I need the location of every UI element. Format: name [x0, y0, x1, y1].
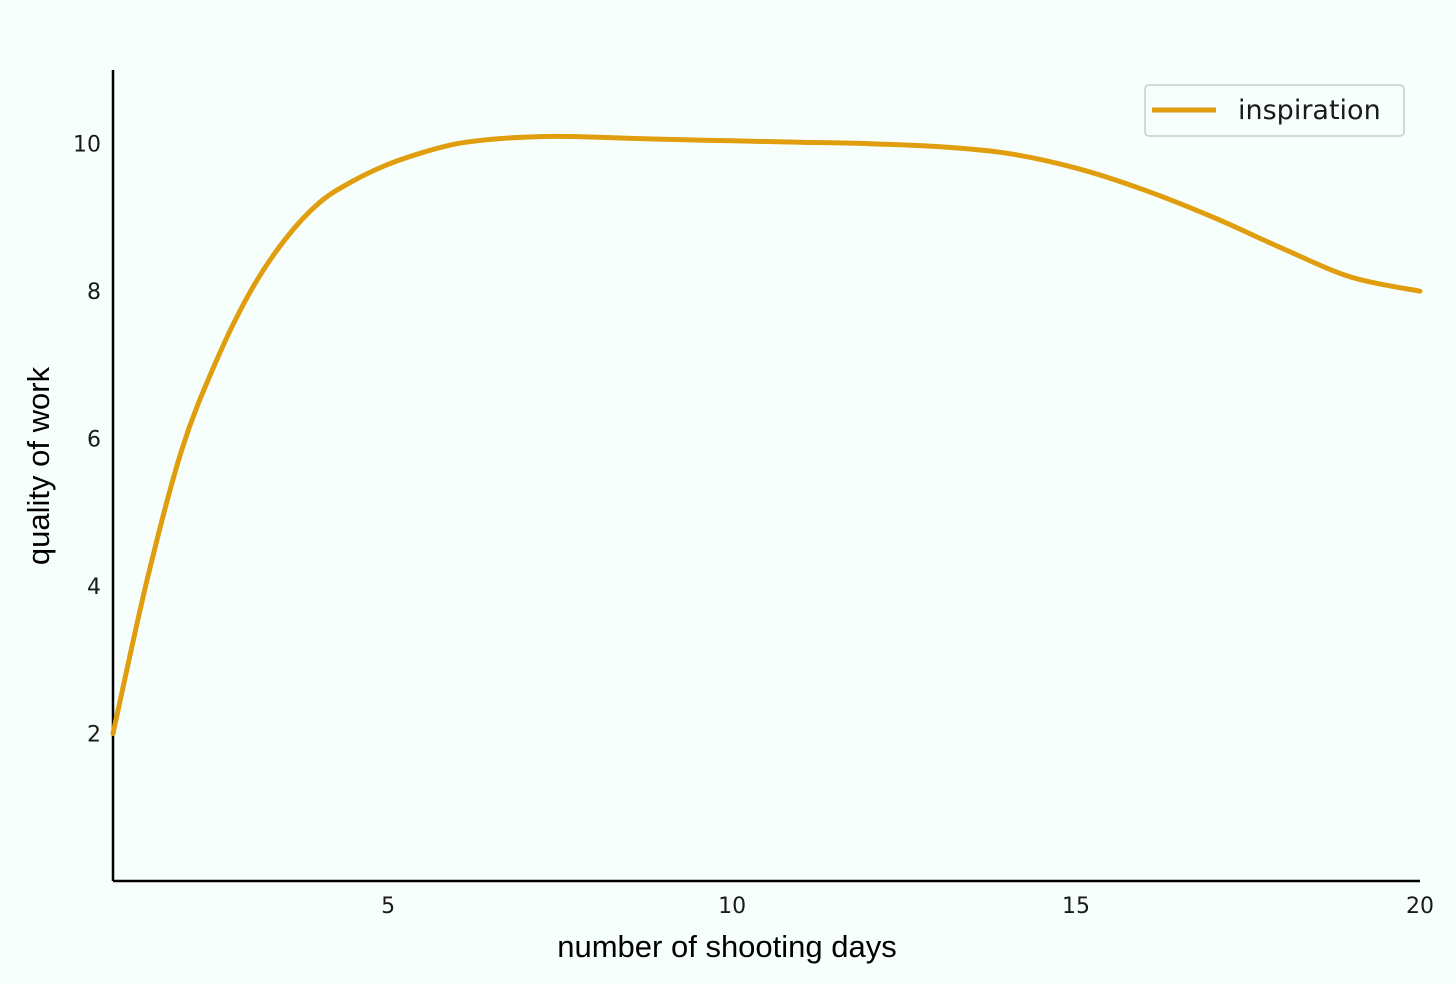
y-tick-label: 8	[87, 280, 101, 305]
y-tick-label: 4	[87, 575, 101, 600]
x-tick-label: 10	[718, 894, 746, 919]
x-tick-label: 5	[381, 894, 395, 919]
y-tick-label: 6	[87, 428, 101, 453]
y-axis-label: quality of work	[21, 366, 56, 565]
legend-label-inspiration: inspiration	[1238, 95, 1381, 126]
y-axis-ticks: 2 4 6 8 10	[73, 133, 101, 748]
y-tick-label: 10	[73, 133, 101, 158]
x-tick-label: 20	[1406, 894, 1434, 919]
legend-box	[1144, 84, 1405, 137]
x-axis-ticks: 5 10 15 20	[381, 894, 1434, 919]
x-axis-label: number of shooting days	[557, 929, 897, 964]
legend: inspiration	[1144, 84, 1405, 137]
x-tick-label: 15	[1062, 894, 1090, 919]
series-line-inspiration	[110, 133, 1423, 737]
series-layer	[110, 133, 1423, 737]
y-tick-label: 2	[87, 723, 101, 748]
plot-area: 2 4 6 8 10 5 10 15 20	[73, 70, 1434, 919]
